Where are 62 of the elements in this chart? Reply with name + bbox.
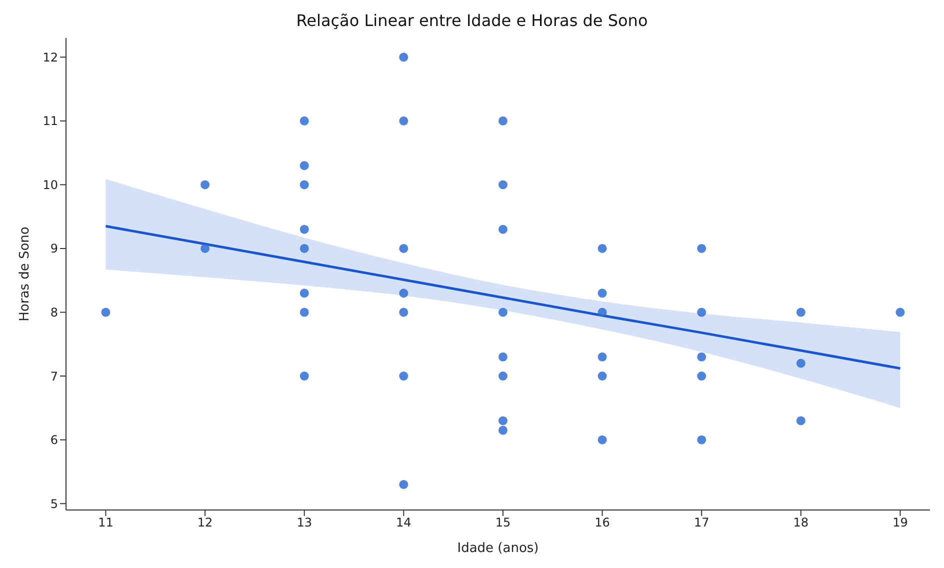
point bbox=[498, 416, 508, 426]
point bbox=[598, 372, 607, 381]
x-tick-label: 18 bbox=[793, 516, 809, 530]
point bbox=[498, 352, 508, 362]
x-tick-label: 13 bbox=[296, 516, 312, 530]
y-tick-label: 9 bbox=[50, 242, 58, 256]
point bbox=[399, 52, 408, 62]
y-tick-label: 8 bbox=[50, 306, 58, 320]
point bbox=[498, 224, 508, 234]
x-tick-label: 16 bbox=[594, 516, 610, 530]
point bbox=[399, 244, 408, 253]
point bbox=[300, 372, 309, 381]
point bbox=[300, 244, 309, 253]
y-tick-label: 11 bbox=[42, 114, 58, 128]
point bbox=[697, 372, 706, 381]
x-tick-label: 19 bbox=[892, 516, 908, 530]
y-axis-title: Horas de Sono bbox=[18, 226, 33, 322]
point bbox=[399, 480, 408, 489]
point bbox=[300, 116, 309, 126]
point bbox=[598, 308, 607, 317]
x-tick-label: 11 bbox=[98, 516, 114, 530]
x-axis-title: Idade (anos) bbox=[457, 541, 539, 556]
point bbox=[300, 161, 309, 170]
point bbox=[200, 180, 210, 190]
y-tick-label: 12 bbox=[42, 50, 58, 64]
point bbox=[598, 435, 607, 444]
line-series bbox=[104, 224, 902, 370]
point bbox=[300, 180, 309, 190]
point bbox=[498, 116, 508, 126]
point bbox=[697, 244, 706, 253]
point bbox=[498, 308, 508, 317]
point bbox=[399, 308, 408, 317]
point bbox=[300, 224, 309, 234]
y-tick-label: 5 bbox=[50, 496, 58, 511]
point bbox=[796, 358, 806, 368]
point bbox=[399, 288, 408, 298]
point bbox=[300, 308, 309, 317]
chart-title: Relação Linear entre Idade e Horas de Sono bbox=[295, 10, 649, 32]
point bbox=[796, 308, 806, 317]
x-tick-label: 15 bbox=[495, 516, 511, 530]
y-tick-label: 7 bbox=[50, 369, 58, 384]
point bbox=[598, 244, 607, 253]
point bbox=[300, 288, 309, 298]
point bbox=[200, 244, 210, 253]
point bbox=[399, 116, 408, 126]
point bbox=[598, 352, 607, 362]
x-tick-label: 17 bbox=[694, 516, 710, 530]
point bbox=[697, 435, 706, 444]
point bbox=[101, 308, 110, 317]
point bbox=[697, 308, 706, 317]
point bbox=[598, 288, 607, 298]
y-tick-label: 6 bbox=[50, 433, 58, 448]
point bbox=[399, 372, 408, 381]
y-tick-label: 10 bbox=[42, 178, 58, 192]
point bbox=[796, 416, 806, 426]
point bbox=[896, 308, 905, 317]
x-tick-label: 12 bbox=[197, 516, 213, 530]
point bbox=[697, 352, 706, 362]
x-tick-label: 14 bbox=[396, 516, 412, 530]
point bbox=[498, 426, 508, 435]
point bbox=[498, 180, 508, 190]
point bbox=[498, 372, 508, 381]
